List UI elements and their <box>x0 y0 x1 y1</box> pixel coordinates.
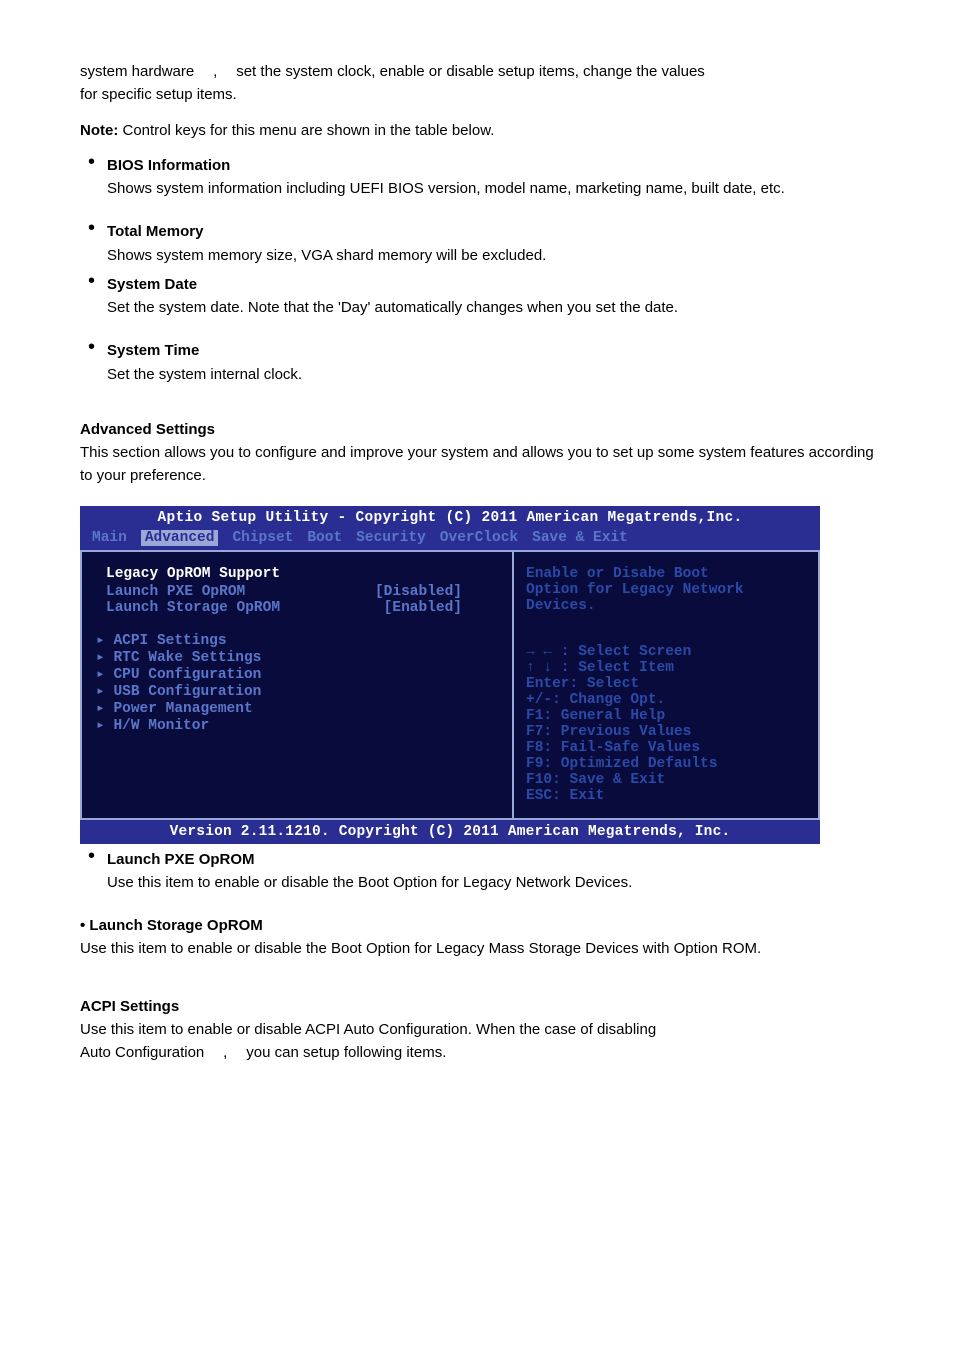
bullet-body: Use this item to enable or disable the B… <box>107 874 632 891</box>
acpi-l3: you can setup following items. <box>246 1044 446 1061</box>
bullet-body: Shows system information including UEFI … <box>107 180 785 197</box>
bullet-icon: • <box>88 846 95 866</box>
comma-gap: , <box>194 60 236 83</box>
help-key: F10: Save & Exit <box>526 772 806 788</box>
help-key: F8: Fail-Safe Values <box>526 740 806 756</box>
bullet-pxe-oprom: • Launch PXE OpROM Use this item to enab… <box>88 848 874 895</box>
bullet-icon: • <box>88 152 95 172</box>
bullet-system-date: • System Date Set the system date. Note … <box>88 273 874 320</box>
menu-cpu[interactable]: CPU Configuration <box>96 666 502 683</box>
legacy-oprom-header: Legacy OpROM Support <box>96 566 502 582</box>
advanced-settings-desc: This section allows you to configure and… <box>80 444 874 484</box>
bullet-title: Launch PXE OpROM <box>107 851 255 868</box>
bullet-icon: • <box>88 271 95 291</box>
bullet-body: Set the system date. Note that the 'Day'… <box>107 299 678 316</box>
bullet-body: Shows system memory size, VGA shard memo… <box>107 247 546 264</box>
help-desc-1: Enable or Disabe Boot <box>526 566 806 582</box>
bullet-title: BIOS Information <box>107 157 230 174</box>
row-storage[interactable]: Launch Storage OpROM [Enabled] <box>96 600 502 616</box>
acpi-l2: Auto Configuration <box>80 1044 204 1061</box>
help-desc-2: Option for Legacy Network <box>526 582 806 598</box>
menu-rtc[interactable]: RTC Wake Settings <box>96 649 502 666</box>
bios-help-pane: Enable or Disabe Boot Option for Legacy … <box>512 550 820 820</box>
note-label: Note: <box>80 122 118 139</box>
bullet-title: Total Memory <box>107 223 203 240</box>
help-key: F7: Previous Values <box>526 724 806 740</box>
bullet-icon: • <box>88 337 95 357</box>
bullet-system-time: • System Time Set the system internal cl… <box>88 339 874 386</box>
menu-acpi[interactable]: ACPI Settings <box>96 632 502 649</box>
intro-l1b: set the system clock, enable or disable … <box>236 63 705 80</box>
intro-note: Note: Control keys for this menu are sho… <box>80 119 874 142</box>
help-key: F1: General Help <box>526 708 806 724</box>
tab-save-exit[interactable]: Save & Exit <box>532 530 628 546</box>
tab-boot[interactable]: Boot <box>307 530 342 546</box>
bullet-icon: • <box>88 218 95 238</box>
note-body: Control keys for this menu are shown in … <box>118 122 494 139</box>
tab-chipset[interactable]: Chipset <box>232 530 293 546</box>
tab-advanced[interactable]: Advanced <box>141 530 219 546</box>
bullet-body: Set the system internal clock. <box>107 366 302 383</box>
bios-title: Aptio Setup Utility - Copyright (C) 2011… <box>80 506 820 528</box>
menu-hw[interactable]: H/W Monitor <box>96 717 502 734</box>
bullet-total-memory: • Total Memory Shows system memory size,… <box>88 220 874 267</box>
acpi-title: ACPI Settings <box>80 998 179 1015</box>
acpi-l1: Use this item to enable or disable ACPI … <box>80 1021 656 1038</box>
help-key: → ← : Select Screen <box>526 644 806 660</box>
help-key: +/-: Change Opt. <box>526 692 806 708</box>
bullet-storage-oprom: • Launch Storage OpROM Use this item to … <box>80 914 874 961</box>
bios-screenshot: Aptio Setup Utility - Copyright (C) 2011… <box>80 506 820 844</box>
intro-l2: for specific setup items. <box>80 86 237 103</box>
bios-footer: Version 2.11.1210. Copyright (C) 2011 Am… <box>80 820 820 844</box>
bios-submenu-list: ACPI Settings RTC Wake Settings CPU Conf… <box>96 632 502 734</box>
help-key: ↑ ↓ : Select Item <box>526 660 806 676</box>
row-value: [Disabled] <box>375 584 502 600</box>
advanced-settings-title: Advanced Settings <box>80 421 215 438</box>
row-label: Launch Storage OpROM <box>96 600 280 616</box>
menu-usb[interactable]: USB Configuration <box>96 683 502 700</box>
bullet-title: • Launch Storage OpROM <box>80 917 263 934</box>
row-value: [Enabled] <box>384 600 502 616</box>
help-key: Enter: Select <box>526 676 806 692</box>
tab-overclock[interactable]: OverClock <box>440 530 518 546</box>
bullet-bios-info: • BIOS Information Shows system informat… <box>88 154 874 201</box>
intro-text: system hardware,set the system clock, en… <box>80 60 874 107</box>
help-key: ESC: Exit <box>526 788 806 804</box>
row-pxe[interactable]: Launch PXE OpROM [Disabled] <box>96 584 502 600</box>
bullet-title: System Date <box>107 276 197 293</box>
tab-main[interactable]: Main <box>92 530 127 546</box>
intro-l1a: system hardware <box>80 63 194 80</box>
help-desc-3: Devices. <box>526 598 806 614</box>
row-label: Launch PXE OpROM <box>96 584 245 600</box>
menu-power[interactable]: Power Management <box>96 700 502 717</box>
comma-gap: , <box>204 1041 246 1064</box>
bullet-body: Use this item to enable or disable the B… <box>80 940 761 957</box>
bios-left-pane: Legacy OpROM Support Launch PXE OpROM [D… <box>80 550 512 820</box>
help-key: F9: Optimized Defaults <box>526 756 806 772</box>
bullet-title: System Time <box>107 342 199 359</box>
tab-security[interactable]: Security <box>356 530 426 546</box>
acpi-block: ACPI Settings Use this item to enable or… <box>80 995 874 1065</box>
bios-tab-row: Main Advanced Chipset Boot Security Over… <box>80 528 820 550</box>
